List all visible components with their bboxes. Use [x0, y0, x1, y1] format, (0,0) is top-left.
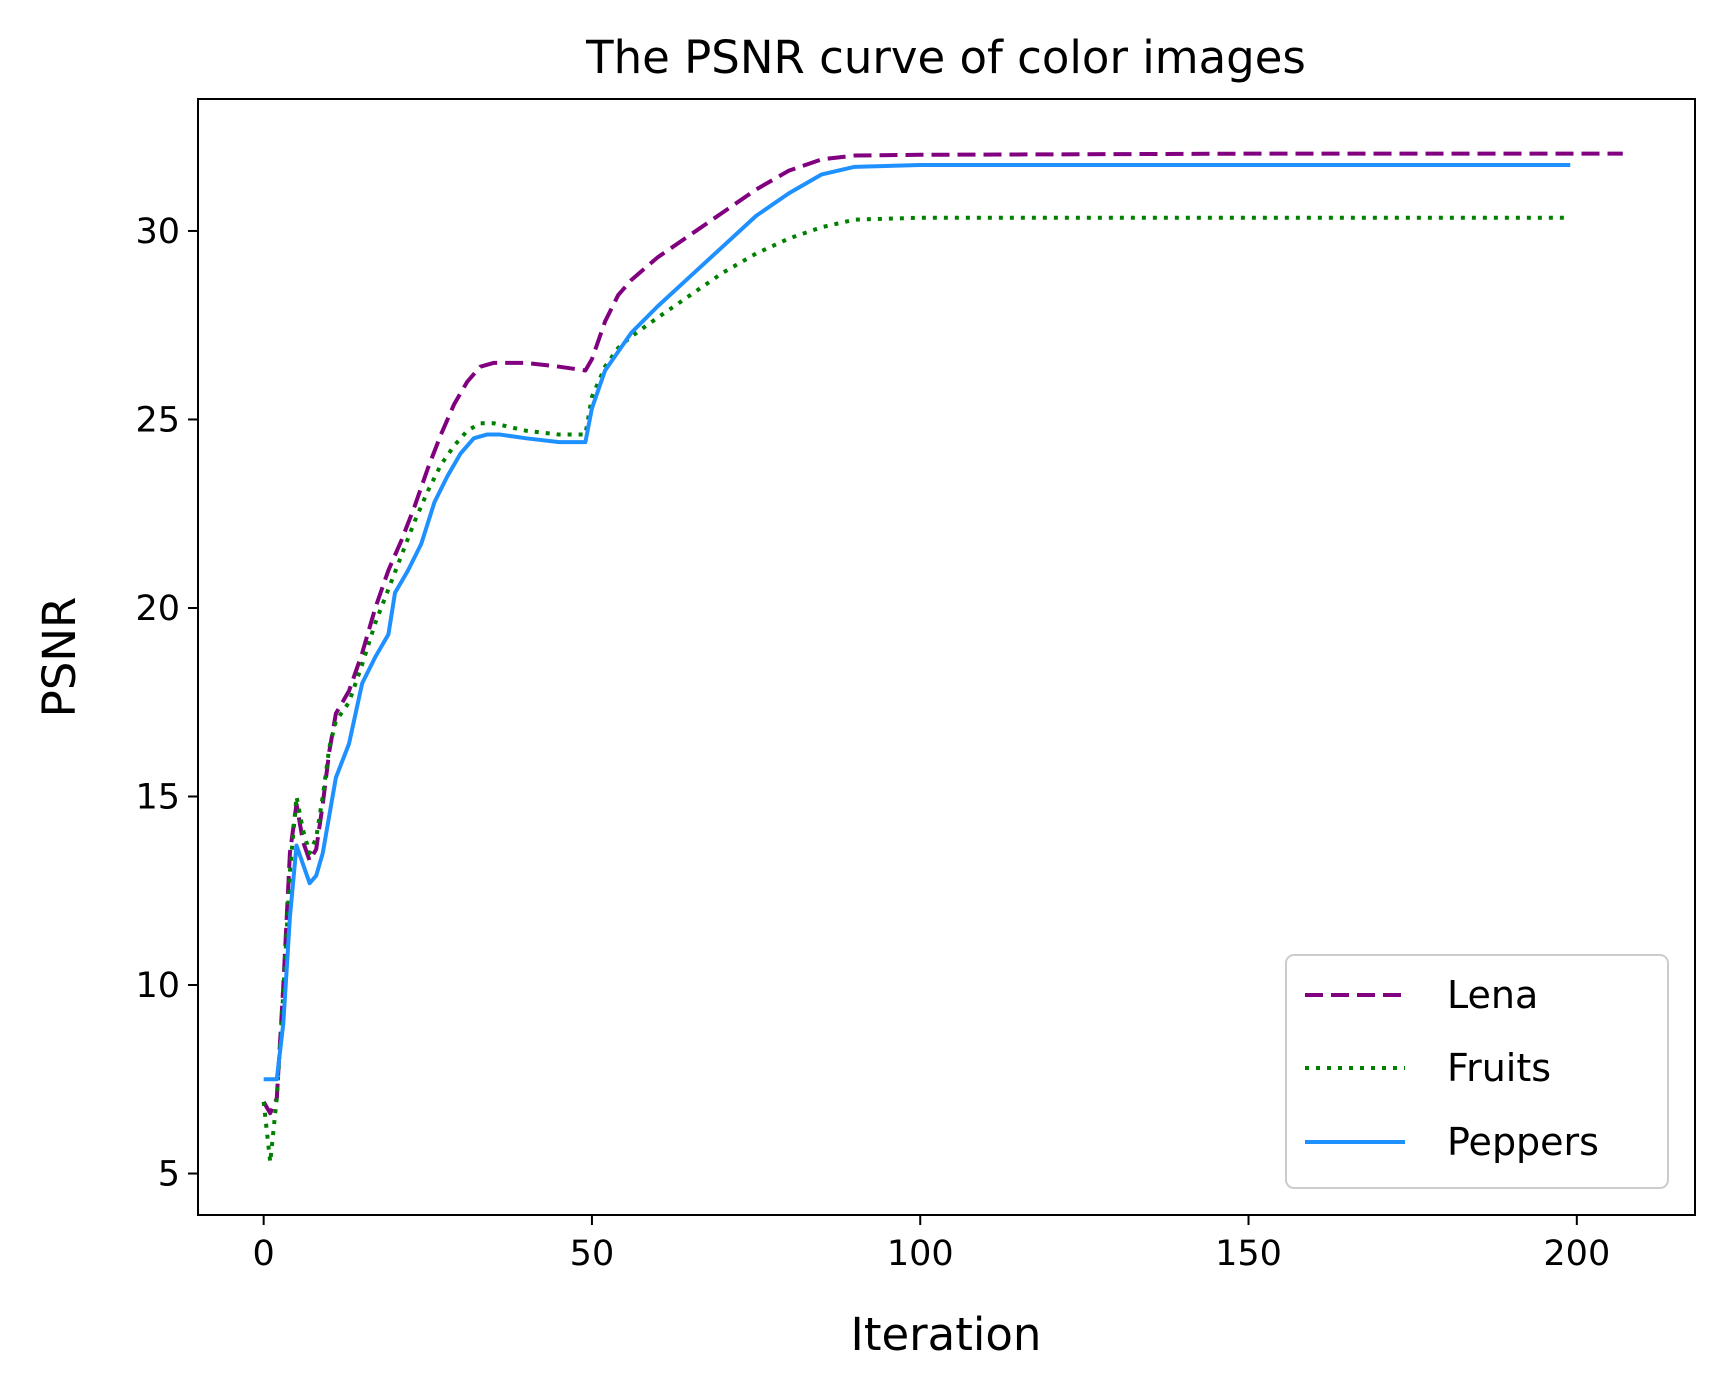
x-axis-ticks: 0 50 100 150 200: [253, 1215, 1610, 1274]
legend-label-fruits: Fruits: [1447, 1046, 1551, 1090]
x-tick-label: 50: [570, 1234, 615, 1274]
x-tick-label: 200: [1543, 1234, 1610, 1274]
series-line-lena: [261, 151, 1623, 1116]
plot-area-frame: [197, 98, 1696, 1216]
chart-legend: Lena Fruits Peppers: [1285, 954, 1669, 1189]
y-axis-label: PSNR: [33, 597, 86, 718]
legend-items: Lena Fruits Peppers: [1305, 973, 1599, 1164]
y-tick-label: 20: [135, 589, 180, 629]
series-line-fruits: [261, 215, 1571, 1165]
legend-label-lena: Lena: [1447, 973, 1538, 1017]
x-tick-label: 150: [1215, 1234, 1282, 1274]
legend-label-peppers: Peppers: [1447, 1120, 1599, 1164]
legend-box: [1285, 954, 1669, 1189]
x-tick-label: 100: [887, 1234, 954, 1274]
x-tick-label: 0: [253, 1234, 275, 1274]
y-tick-label: 10: [135, 966, 180, 1006]
series-line-peppers: [263, 162, 1571, 1082]
series-lines-group: [261, 151, 1623, 1165]
chart-title: The PSNR curve of color images: [585, 31, 1306, 84]
y-tick-label: 25: [135, 400, 180, 440]
y-tick-label: 30: [135, 212, 180, 252]
x-axis-label: Iteration: [851, 1308, 1042, 1361]
y-tick-label: 5: [158, 1155, 180, 1195]
y-axis-ticks: 5 10 15 20 25 30: [135, 212, 198, 1195]
y-tick-label: 15: [135, 778, 180, 818]
